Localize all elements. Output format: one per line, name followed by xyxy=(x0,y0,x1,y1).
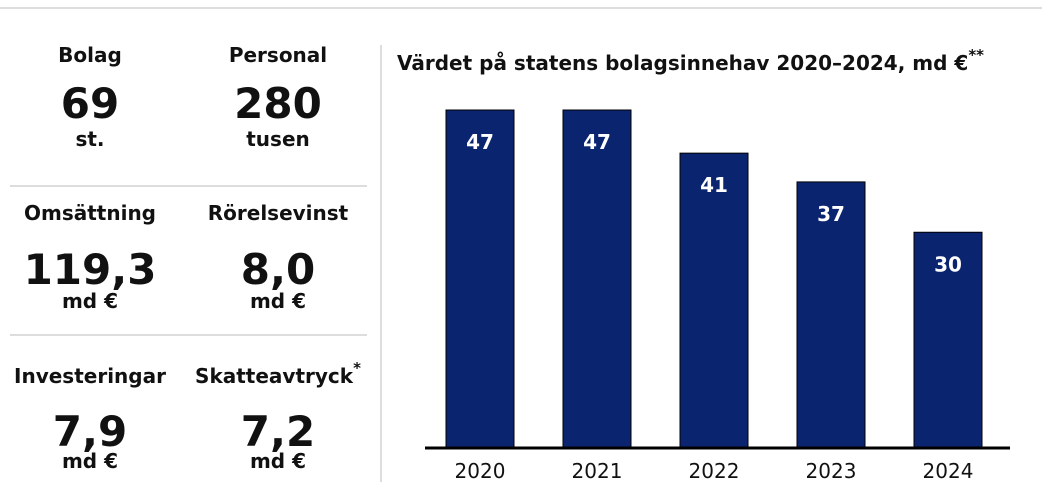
kpi-label-text: Bolag xyxy=(58,43,122,67)
x-tick-label: 2021 xyxy=(572,459,623,482)
kpi-value: 7,2 xyxy=(241,407,315,456)
bar-value-label: 41 xyxy=(700,173,728,197)
bar xyxy=(796,181,866,449)
kpi-unit: st. xyxy=(75,127,104,151)
kpi-label-text: Rörelsevinst xyxy=(208,201,349,225)
chart-title: Värdet på statens bolagsinnehav 2020–202… xyxy=(397,46,984,75)
bar-value-label: 37 xyxy=(817,202,845,226)
kpi-label-note: * xyxy=(353,359,361,377)
bar xyxy=(913,231,983,449)
kpi-unit: md € xyxy=(250,449,306,473)
kpi-unit: md € xyxy=(62,289,118,313)
x-tick-label: 2020 xyxy=(455,459,506,482)
bar xyxy=(562,109,632,449)
kpi-value: 119,3 xyxy=(24,245,157,294)
title-note: ** xyxy=(968,46,984,64)
kpi-label: Bolag xyxy=(58,43,122,67)
kpi-label: Investeringar xyxy=(14,364,166,388)
kpi-label: Rörelsevinst xyxy=(208,201,349,225)
bar-value-label: 47 xyxy=(583,130,611,154)
bar xyxy=(445,109,515,449)
kpi-value: 7,9 xyxy=(53,407,127,456)
kpi-value: 69 xyxy=(61,79,119,128)
kpi-value: 8,0 xyxy=(241,245,315,294)
kpi-label-text: Personal xyxy=(229,43,327,67)
kpi-label: Personal xyxy=(229,43,327,67)
bar-value-label: 30 xyxy=(934,252,962,276)
kpi-label-text: Omsättning xyxy=(24,201,156,225)
kpi-unit: md € xyxy=(62,449,118,473)
kpi-label-text: Skatteavtryck xyxy=(195,364,354,388)
kpi-label-text: Investeringar xyxy=(14,364,166,388)
bar xyxy=(679,152,749,449)
title-text: Värdet på statens bolagsinnehav 2020–202… xyxy=(397,51,968,75)
x-tick-label: 2023 xyxy=(806,459,857,482)
bar-value-label: 47 xyxy=(466,130,494,154)
x-tick-label: 2022 xyxy=(689,459,740,482)
x-tick-label: 2024 xyxy=(923,459,974,482)
kpi-unit: md € xyxy=(250,289,306,313)
kpi-unit: tusen xyxy=(246,127,310,151)
kpi-label: Skatteavtryck* xyxy=(195,359,361,388)
kpi-value: 280 xyxy=(234,79,322,128)
kpi-label: Omsättning xyxy=(24,201,156,225)
